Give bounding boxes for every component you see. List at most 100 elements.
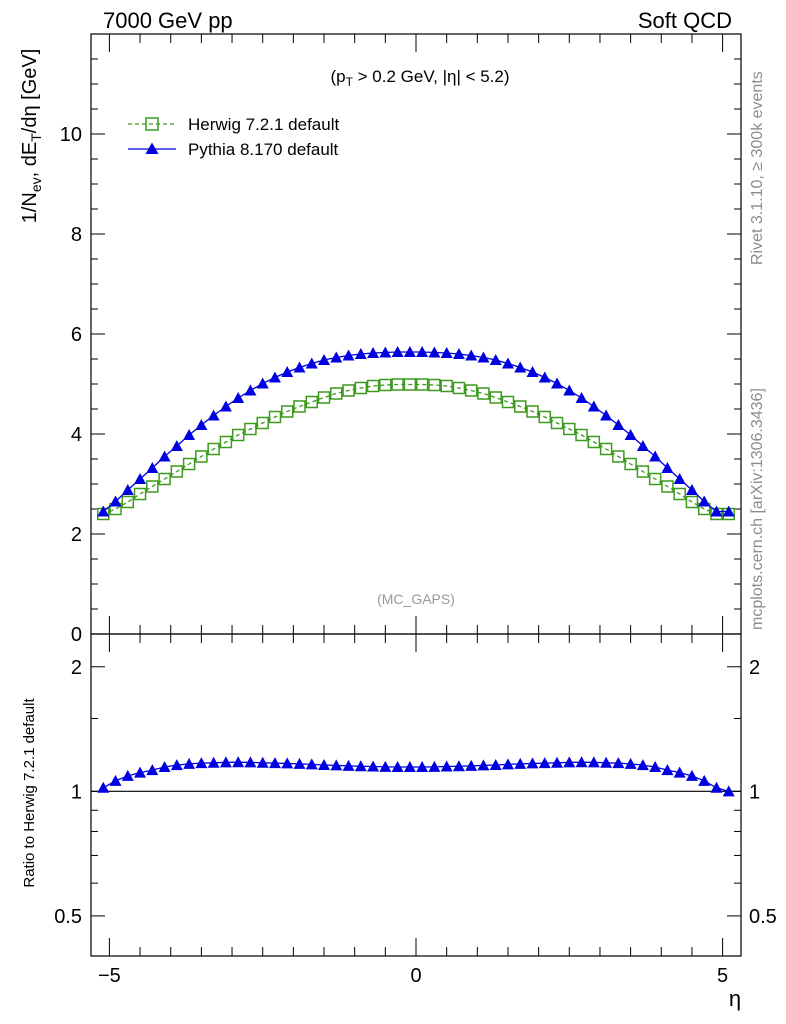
pythia-point bbox=[403, 346, 416, 357]
ratio-pythia-point bbox=[354, 760, 367, 772]
herwig-point bbox=[489, 391, 502, 404]
herwig-point bbox=[207, 442, 220, 456]
x-tick-label: 5 bbox=[717, 965, 728, 987]
herwig-point bbox=[182, 457, 196, 471]
pythia-point bbox=[121, 484, 134, 495]
herwig-point bbox=[452, 381, 466, 395]
pythia-point bbox=[526, 366, 539, 377]
herwig-point bbox=[526, 405, 539, 418]
herwig-point bbox=[391, 378, 404, 391]
herwig-point bbox=[612, 450, 625, 463]
legend-item-herwig: Herwig 7.2.1 default bbox=[128, 115, 339, 134]
herwig-point bbox=[256, 416, 269, 430]
ratio-pythia-point bbox=[710, 781, 723, 793]
ratio-pythia-point bbox=[551, 756, 564, 768]
header-collision: 7000 GeV pp bbox=[103, 8, 233, 33]
main-y-tick-label: 10 bbox=[60, 124, 82, 146]
ratio-pythia-point bbox=[281, 757, 294, 769]
main-panel: 0 2 4 6 8 10 (pT > 0.2 GeV, |η| < 5.2) (MC_GA… bbox=[60, 33, 742, 646]
ratio-pythia-point bbox=[109, 774, 122, 786]
pythia-point bbox=[416, 346, 429, 357]
mcplots-reference-note: mcplots.cern.ch [arXiv:1306.3436] bbox=[749, 388, 766, 630]
pythia-point bbox=[305, 357, 318, 369]
ratio-pythia-point bbox=[514, 757, 527, 769]
herwig-point bbox=[170, 465, 184, 478]
ratio-pythia-point bbox=[207, 756, 220, 768]
x-axis-label: η bbox=[729, 986, 741, 1011]
herwig-point bbox=[231, 428, 245, 442]
herwig-point bbox=[219, 435, 233, 449]
ratio-pythia-point bbox=[440, 760, 453, 772]
ratio-panel: 0.5 0.5 1 1 2 2 −5 0 5 bbox=[54, 633, 777, 987]
ratio-pythia-point bbox=[698, 774, 711, 786]
pythia-point bbox=[367, 347, 380, 358]
ratio-pythia-point bbox=[158, 760, 171, 772]
herwig-point bbox=[563, 422, 576, 436]
pythia-point bbox=[207, 409, 220, 421]
legend-herwig-marker bbox=[145, 117, 159, 131]
x-tick-label: 0 bbox=[410, 965, 421, 987]
pythia-point bbox=[661, 462, 674, 473]
ratio-pythia-point bbox=[673, 766, 686, 778]
main-y-tick-label: 4 bbox=[71, 424, 82, 446]
ratio-pythia-line bbox=[102, 761, 729, 792]
herwig-point bbox=[661, 480, 674, 493]
herwig-point bbox=[342, 384, 355, 397]
kinematic-cuts-label: (pT > 0.2 GeV, |η| < 5.2) bbox=[330, 67, 509, 89]
pythia-point bbox=[649, 450, 662, 462]
pythia-point bbox=[354, 348, 367, 359]
ratio-pythia-point bbox=[232, 756, 245, 768]
herwig-point bbox=[501, 395, 515, 409]
pythia-point bbox=[636, 440, 649, 451]
pythia-point bbox=[551, 377, 564, 389]
herwig-point bbox=[440, 379, 453, 393]
herwig-point bbox=[428, 378, 441, 392]
pythia-point bbox=[698, 495, 711, 507]
herwig-point bbox=[146, 480, 159, 493]
ratio-pythia-point bbox=[330, 759, 343, 771]
ratio-pythia-point bbox=[305, 758, 318, 770]
ratio-pythia-point bbox=[170, 759, 183, 771]
herwig-point bbox=[158, 472, 171, 486]
ratio-pythia-point bbox=[219, 756, 232, 768]
pythia-point bbox=[293, 361, 306, 373]
main-y-tick-label: 6 bbox=[71, 324, 82, 346]
herwig-point bbox=[268, 410, 282, 424]
herwig-point bbox=[550, 416, 564, 430]
herwig-point bbox=[133, 487, 147, 501]
pythia-point bbox=[219, 400, 232, 412]
ratio-pythia-point bbox=[526, 757, 539, 769]
pythia-series bbox=[97, 346, 735, 517]
herwig-point bbox=[624, 457, 637, 471]
pythia-point bbox=[97, 505, 110, 517]
ratio-y-tick-label-left: 1 bbox=[71, 781, 82, 803]
x-tick-label: −5 bbox=[98, 965, 121, 987]
pythia-point bbox=[244, 384, 257, 396]
ratio-pythia-point bbox=[134, 766, 147, 778]
herwig-point bbox=[403, 378, 417, 391]
rivet-version-note: Rivet 3.1.10, ≥ 300k events bbox=[749, 71, 766, 265]
pythia-point bbox=[146, 462, 159, 473]
pythia-point bbox=[600, 409, 613, 421]
pythia-point bbox=[465, 349, 478, 361]
ratio-pythia-point bbox=[600, 756, 613, 768]
legend-pythia-marker bbox=[145, 142, 159, 154]
herwig-point bbox=[317, 391, 331, 404]
ratio-pythia-point bbox=[575, 756, 588, 768]
pythia-point bbox=[281, 366, 294, 377]
ratio-pythia-series bbox=[97, 756, 735, 797]
pythia-point bbox=[452, 348, 465, 359]
ratio-pythia-point bbox=[501, 758, 514, 770]
pythia-point bbox=[170, 440, 183, 451]
pythia-point bbox=[477, 351, 490, 363]
ratio-pythia-point bbox=[452, 760, 465, 772]
herwig-point bbox=[280, 405, 294, 418]
legend-item-pythia: Pythia 8.170 default bbox=[128, 140, 339, 159]
ratio-pythia-point bbox=[183, 757, 196, 769]
ratio-pythia-point bbox=[342, 759, 355, 771]
herwig-point bbox=[354, 381, 368, 395]
pythia-point bbox=[109, 495, 122, 507]
herwig-point bbox=[415, 378, 429, 391]
pythia-point bbox=[134, 473, 147, 484]
